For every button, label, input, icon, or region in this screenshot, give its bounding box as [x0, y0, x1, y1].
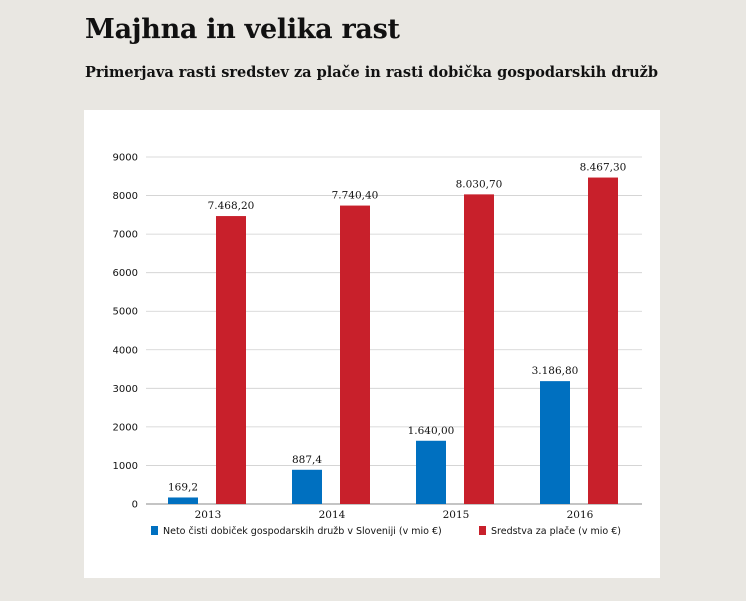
data-label: 3.186,80 [532, 365, 579, 377]
bar-profit [292, 469, 322, 504]
legend-swatch-profit [151, 526, 158, 535]
data-label: 1.640,00 [408, 425, 455, 437]
data-label: 7.468,20 [208, 200, 255, 212]
bar-profit [540, 381, 570, 504]
y-tick-label: 8000 [113, 191, 138, 202]
x-tick-label: 2016 [567, 509, 594, 521]
y-tick-label: 5000 [113, 307, 138, 318]
bar-wages [340, 205, 370, 504]
bar-wages [464, 194, 494, 505]
bar-wages [216, 216, 246, 505]
legend-label-profit: Neto čisti dobiček gospodarskih družb v … [163, 526, 442, 537]
bar-profit [168, 497, 198, 504]
y-tick-label: 9000 [113, 153, 138, 164]
bar-wages [588, 177, 618, 504]
y-tick-label: 1000 [113, 461, 138, 472]
x-tick-label: 2014 [319, 509, 346, 521]
data-label: 8.030,70 [456, 178, 503, 190]
y-tick-label: 0 [132, 500, 138, 511]
x-tick-label: 2015 [443, 509, 470, 521]
data-label: 7.740,40 [332, 190, 379, 202]
data-label: 8.467,30 [580, 162, 627, 174]
bar-profit [416, 440, 446, 504]
data-label: 887,4 [292, 454, 322, 466]
legend-label-wages: Sredstva za plače (v mio €) [491, 526, 621, 537]
x-tick-label: 2013 [195, 509, 222, 521]
y-tick-label: 7000 [113, 230, 138, 241]
y-tick-label: 6000 [113, 268, 138, 279]
y-tick-label: 3000 [113, 384, 138, 395]
legend-swatch-wages [479, 526, 486, 535]
y-tick-label: 2000 [113, 422, 138, 433]
y-tick-label: 4000 [113, 345, 138, 356]
data-label: 169,2 [168, 481, 198, 493]
chart-title: Majhna in velika rast [85, 14, 400, 45]
chart-subtitle: Primerjava rasti sredstev za plače in ra… [85, 64, 659, 81]
